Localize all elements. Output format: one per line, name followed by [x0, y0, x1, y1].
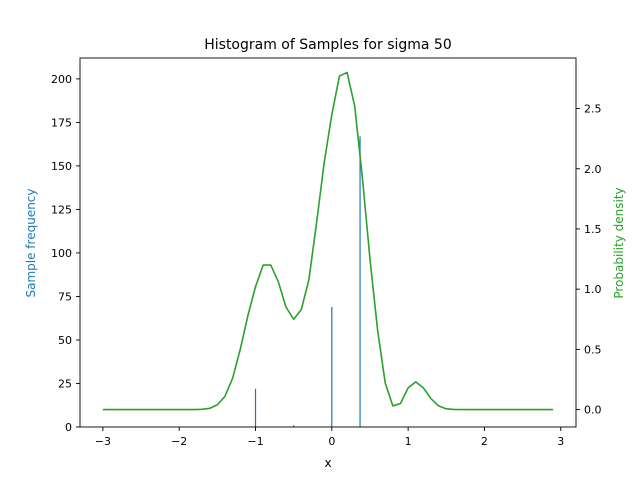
- y-right-tick-label: 0.0: [584, 404, 602, 417]
- histogram-bar: [293, 425, 295, 427]
- y-right-tick-label: 2.5: [584, 103, 602, 116]
- y-left-tick-label: 0: [65, 421, 72, 434]
- y-right-tick-label: 1.5: [584, 223, 602, 236]
- y-left-axis-label: Sample frequency: [24, 189, 38, 298]
- x-tick-label: 3: [557, 435, 564, 448]
- y-left-tick-label: 150: [51, 160, 72, 173]
- x-tick-label: 1: [405, 435, 412, 448]
- x-tick-label: 2: [481, 435, 488, 448]
- y-left-tick-label: 75: [58, 290, 72, 303]
- x-tick-label: −2: [171, 435, 187, 448]
- x-tick-label: −3: [95, 435, 111, 448]
- plot-area: [102, 71, 554, 427]
- y-left-tick-label: 25: [58, 377, 72, 390]
- x-axis-label: x: [324, 456, 331, 470]
- axes-frame: [79, 57, 577, 428]
- y-right-axis-label: Probability density: [612, 187, 626, 298]
- density-line: [102, 71, 554, 411]
- y-right-tick-label: 1.0: [584, 283, 602, 296]
- y-right-tick-label: 2.0: [584, 163, 602, 176]
- y-left-tick-label: 125: [51, 203, 72, 216]
- y-left-tick-label: 50: [58, 334, 72, 347]
- histogram-bar: [359, 136, 361, 427]
- axes: −3 −2 −1 0 1 2 3 0 25 50 75 100 125 150 175 200 0.0 0.5 1.…: [51, 57, 602, 448]
- x-tick-label: 0: [328, 435, 335, 448]
- y-left-tick-label: 100: [51, 247, 72, 260]
- histogram-bar: [331, 306, 333, 427]
- y-right-tick-label: 0.5: [584, 343, 602, 356]
- x-tick-label: −1: [247, 435, 263, 448]
- chart-title: Histogram of Samples for sigma 50: [204, 37, 452, 53]
- y-left-tick-label: 175: [51, 116, 72, 129]
- histogram-bar: [254, 388, 257, 427]
- y-left-tick-label: 200: [51, 73, 72, 86]
